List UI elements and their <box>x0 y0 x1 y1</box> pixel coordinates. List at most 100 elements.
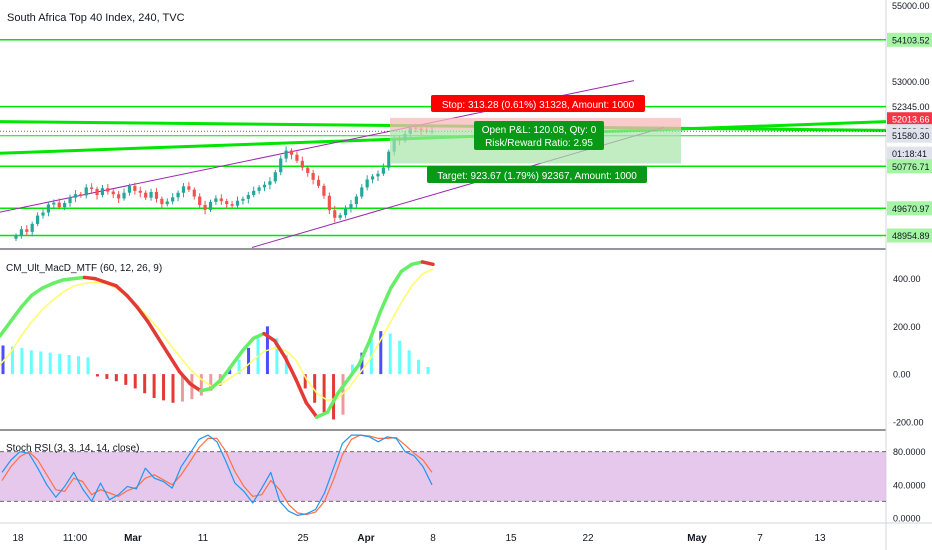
candle-body[interactable] <box>241 198 245 201</box>
candle-body[interactable] <box>154 191 159 199</box>
price-badge[interactable] <box>887 112 932 127</box>
candle-body[interactable] <box>262 184 267 188</box>
candle-body[interactable] <box>187 186 191 190</box>
price-tick-label[interactable]: 50776.71 <box>892 162 930 172</box>
macd-line-segment[interactable] <box>167 353 182 374</box>
candle-body[interactable] <box>327 195 331 211</box>
macd-tick-label[interactable]: -200.00 <box>893 417 924 427</box>
stoch-rsi-indicator-label[interactable]: Stoch RSI (3, 3, 14, 14, close) <box>6 443 139 454</box>
macd-line-segment[interactable] <box>283 355 298 381</box>
long-position-tool[interactable]: Stop: 313.28 (0.61%) 31328, Amount: 1000… <box>390 95 681 183</box>
macd-line-segment[interactable] <box>177 369 192 386</box>
time-tick-label[interactable]: Mar <box>124 533 142 544</box>
price-badge[interactable] <box>887 159 932 174</box>
price-tick-label[interactable]: 52345.00 <box>892 102 930 112</box>
macd-line-segment[interactable] <box>389 269 404 290</box>
stop-label-bg[interactable] <box>431 95 645 112</box>
price-tick-label[interactable]: 53000.00 <box>892 77 930 87</box>
stoch-rsi-pane[interactable] <box>0 434 886 517</box>
stoch-tick-label[interactable]: 40.0000 <box>893 480 926 490</box>
candle-body[interactable] <box>257 187 261 191</box>
stop-label[interactable]: Stop: 313.28 (0.61%) 31328, Amount: 1000 <box>442 100 635 111</box>
macd-line-segment[interactable] <box>82 275 97 281</box>
candle-body[interactable] <box>181 186 186 193</box>
candle-body[interactable] <box>117 194 121 199</box>
candle-body[interactable] <box>176 192 180 198</box>
macd-line-segment[interactable] <box>357 338 372 367</box>
time-tick-label[interactable]: 7 <box>757 533 763 544</box>
macd-line-segment[interactable] <box>93 276 108 284</box>
pnl-label[interactable]: Open P&L: 120.08, Qty: 0 <box>482 125 597 136</box>
candle-body[interactable] <box>360 187 364 197</box>
candle-body[interactable] <box>138 190 142 193</box>
candle-body[interactable] <box>349 204 353 209</box>
target-label-bg[interactable] <box>427 166 647 183</box>
macd-indicator-label[interactable]: CM_Ult_MacD_MTF (60, 12, 26, 9) <box>6 263 162 274</box>
time-tick-label[interactable]: 18 <box>12 533 24 544</box>
price-tick-label[interactable]: 52013.66 <box>892 115 930 125</box>
candle-body[interactable] <box>106 188 110 192</box>
candle-body[interactable] <box>198 196 202 205</box>
macd-line-segment[interactable] <box>220 362 235 381</box>
time-tick-label[interactable]: 25 <box>297 533 309 544</box>
candle-body[interactable] <box>230 204 234 206</box>
macd-line-segment[interactable] <box>346 362 361 381</box>
price-tick-label[interactable]: 55000.00 <box>892 1 930 11</box>
candle-body[interactable] <box>41 212 45 216</box>
candle-body[interactable] <box>133 185 137 191</box>
price-tick-label[interactable]: 49670.97 <box>892 204 930 214</box>
macd-line-segment[interactable] <box>325 391 340 415</box>
macd-line-segment[interactable] <box>0 319 13 338</box>
macd-line-segment[interactable] <box>293 377 309 405</box>
macd-line-segment[interactable] <box>304 400 319 419</box>
time-tick-label[interactable]: May <box>687 533 707 544</box>
candle-body[interactable] <box>246 195 250 199</box>
candle-body[interactable] <box>68 197 72 204</box>
macd-line-segment[interactable] <box>61 276 76 282</box>
macd-line-segment[interactable] <box>40 281 55 290</box>
candle-body[interactable] <box>160 198 164 205</box>
candle-body[interactable] <box>36 215 40 224</box>
price-tick-label[interactable]: 01:18:41 <box>892 149 927 159</box>
candle-body[interactable] <box>279 158 283 173</box>
macd-line-segment[interactable] <box>114 284 129 298</box>
candle-body[interactable] <box>381 167 385 174</box>
time-tick-label[interactable]: 8 <box>430 533 436 544</box>
candle-body[interactable] <box>354 196 358 205</box>
macd-line-segment[interactable] <box>315 410 330 419</box>
candle-body[interactable] <box>79 194 83 196</box>
macd-tick-label[interactable]: 0.00 <box>893 370 911 380</box>
candle-body[interactable] <box>208 201 213 210</box>
pnl-box[interactable] <box>474 121 604 150</box>
stoch-tick-label[interactable]: 80.0000 <box>893 447 926 457</box>
candle-body[interactable] <box>63 203 67 208</box>
macd-line-segment[interactable] <box>367 310 382 343</box>
time-tick-label[interactable]: Apr <box>357 533 374 544</box>
risk-reward-label[interactable]: Risk/Reward Ratio: 2.95 <box>485 138 593 149</box>
candle-body[interactable] <box>52 202 56 205</box>
candle-body[interactable] <box>100 188 105 196</box>
time-tick-label[interactable]: 11:00 <box>63 533 88 544</box>
candle-body[interactable] <box>225 201 229 205</box>
candle-body[interactable] <box>235 200 240 206</box>
price-axis[interactable]: 55000.00 54103.52 53000.00 52345.00 52013.66… <box>887 1 932 523</box>
price-badge[interactable] <box>887 228 932 243</box>
candle-body[interactable] <box>57 202 61 208</box>
price-badge[interactable] <box>887 146 932 161</box>
candle-body[interactable] <box>214 198 218 202</box>
macd-line-segment[interactable] <box>230 348 245 367</box>
candle-body[interactable] <box>295 154 299 161</box>
candle-body[interactable] <box>219 198 223 202</box>
candle-body[interactable] <box>25 229 29 232</box>
macd-tick-label[interactable]: 200.00 <box>893 322 921 332</box>
time-tick-label[interactable]: 22 <box>582 533 594 544</box>
macd-pane[interactable] <box>0 260 435 420</box>
candle-body[interactable] <box>268 181 272 185</box>
candle-body[interactable] <box>387 151 391 168</box>
macd-line-segment[interactable] <box>124 293 140 310</box>
macd-line-segment[interactable] <box>72 275 87 281</box>
candle-body[interactable] <box>333 210 337 218</box>
candle-body[interactable] <box>90 187 94 189</box>
time-axis[interactable]: 18 11:00 Mar 11 25 Apr 8 15 22 May 7 13 <box>12 533 826 544</box>
